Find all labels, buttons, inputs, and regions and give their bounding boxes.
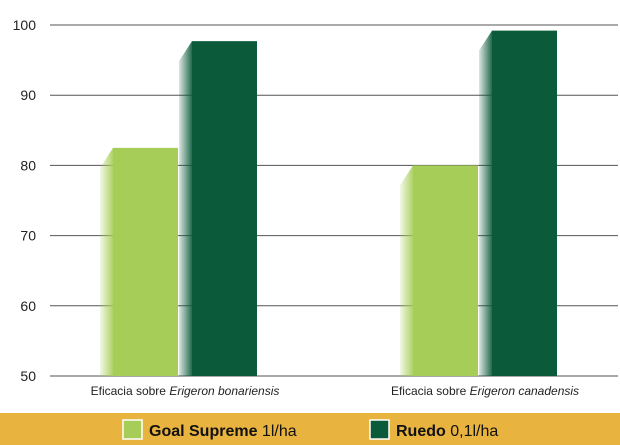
bar-ruedo-1 (179, 41, 257, 377)
bar-front-face (113, 147, 178, 376)
y-tick-label: 60 (20, 298, 36, 314)
bar-front-face (192, 41, 257, 377)
y-axis: 100 90 80 70 60 50 (13, 17, 37, 384)
bar-side-face (179, 41, 192, 377)
bar-side-face (100, 147, 113, 376)
x-category-label: Eficacia sobre Erigeron canadensis (391, 384, 579, 398)
y-tick-label: 80 (20, 157, 36, 173)
bars (100, 30, 557, 377)
bar-ruedo-2 (479, 30, 557, 377)
legend: Goal Supreme 1l/ha Ruedo 0,1l/ha (0, 413, 620, 445)
y-tick-label: 50 (20, 368, 36, 384)
legend-swatch (122, 419, 143, 440)
bar-goal-supreme-2 (400, 165, 478, 376)
legend-label: Ruedo 0,1l/ha (396, 423, 498, 440)
legend-swatch (369, 419, 390, 440)
bar-goal-supreme-1 (100, 147, 178, 376)
legend-label: Goal Supreme 1l/ha (149, 423, 297, 440)
bar-front-face (492, 30, 557, 377)
bar-side-face (400, 165, 413, 376)
legend-band (0, 413, 620, 445)
bar-side-face (479, 30, 492, 377)
y-tick-label: 100 (13, 17, 37, 33)
y-tick-label: 70 (20, 228, 36, 244)
y-tick-label: 90 (20, 87, 36, 103)
x-category-label: Eficacia sobre Erigeron bonariensis (91, 384, 280, 398)
bar-front-face (413, 165, 478, 376)
x-axis: Eficacia sobre Erigeron bonariensis Efica… (91, 384, 579, 398)
